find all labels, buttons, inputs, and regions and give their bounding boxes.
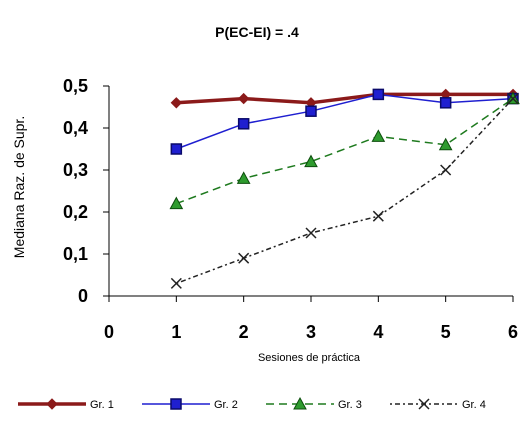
series-2 xyxy=(170,88,519,155)
data-point xyxy=(170,277,182,289)
data-point xyxy=(236,171,251,184)
data-point xyxy=(304,154,318,168)
x-tick-label: 2 xyxy=(239,322,249,342)
data-point xyxy=(507,93,519,105)
legend-label: Gr. 3 xyxy=(338,399,362,411)
legend-item-1: Gr. 1 xyxy=(18,398,114,411)
y-tick-label: 0,2 xyxy=(63,202,88,222)
series-line xyxy=(176,98,514,285)
y-tick-label: 0,3 xyxy=(63,160,88,180)
data-point xyxy=(170,97,183,109)
series-line xyxy=(176,97,514,205)
y-tick-label: 0 xyxy=(78,286,88,306)
series-line xyxy=(176,93,514,150)
x-tick-label: 1 xyxy=(171,322,181,342)
data-point xyxy=(372,88,385,101)
legend-marker xyxy=(170,398,182,410)
x-tick-label: 0 xyxy=(104,322,114,342)
x-tick-label: 6 xyxy=(508,322,518,342)
y-tick-label: 0,5 xyxy=(63,76,88,96)
data-point xyxy=(238,252,250,264)
y-tick-label: 0,1 xyxy=(63,244,88,264)
x-tick-label: 4 xyxy=(373,322,383,342)
series-3 xyxy=(169,91,520,210)
x-tick-label: 3 xyxy=(306,322,316,342)
data-point xyxy=(170,143,183,155)
series-4 xyxy=(170,93,519,289)
y-tick-label: 0,4 xyxy=(63,118,88,138)
chart-title: P(EC-EI) = .4 xyxy=(215,24,299,40)
x-axis-label: Sesiones de práctica xyxy=(258,352,361,364)
series-1 xyxy=(170,88,519,109)
data-point xyxy=(305,105,317,117)
series-line xyxy=(176,92,513,105)
legend-label: Gr. 4 xyxy=(462,399,486,411)
x-tick-labels: 0 1 2 3 4 5 6 xyxy=(104,322,518,342)
data-point xyxy=(439,97,452,109)
y-tick-labels: 0 0,1 0,2 0,3 0,4 0,5 xyxy=(63,76,88,306)
data-point xyxy=(169,196,184,210)
legend: Gr. 1 Gr. 2 Gr. 3 Gr. 4 xyxy=(18,396,486,411)
data-point xyxy=(371,129,386,142)
data-point xyxy=(372,210,384,222)
legend-marker xyxy=(418,398,430,410)
data-point xyxy=(305,227,317,239)
x-tick-label: 5 xyxy=(441,322,451,342)
data-point xyxy=(440,164,452,176)
legend-marker xyxy=(46,398,58,410)
data-point xyxy=(237,118,250,130)
legend-label: Gr. 1 xyxy=(90,399,114,411)
legend-label: Gr. 2 xyxy=(214,399,238,411)
legend-item-2: Gr. 2 xyxy=(142,398,238,411)
axes xyxy=(103,85,514,302)
legend-item-4: Gr. 4 xyxy=(390,398,486,411)
y-axis-label: Mediana Raz. de Supr. xyxy=(11,116,27,258)
legend-item-3: Gr. 3 xyxy=(266,396,362,411)
data-point xyxy=(237,92,250,105)
legend-marker xyxy=(293,396,307,410)
series-group xyxy=(169,88,520,289)
data-point xyxy=(438,137,453,151)
